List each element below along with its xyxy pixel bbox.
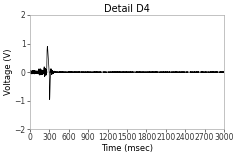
Title: Detail D4: Detail D4	[104, 4, 150, 14]
Y-axis label: Voltage (V): Voltage (V)	[4, 49, 13, 95]
X-axis label: Time (msec): Time (msec)	[101, 144, 153, 153]
